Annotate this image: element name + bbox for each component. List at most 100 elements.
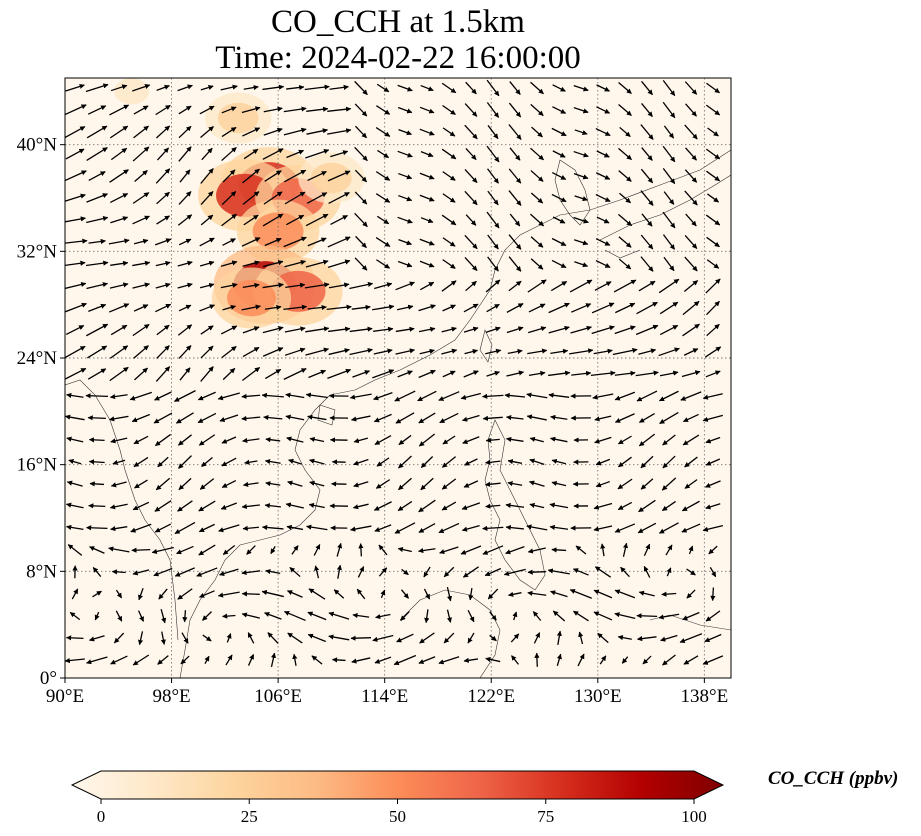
wind-arrow: [327, 236, 351, 248]
wind-arrow: [241, 612, 260, 619]
wind-arrow: [463, 303, 479, 313]
wind-arrow: [530, 147, 544, 161]
wind-arrow: [394, 522, 416, 534]
wind-arrow: [327, 106, 352, 112]
co-hotspot: [114, 78, 149, 105]
wind-arrow: [373, 413, 392, 423]
wind-arrow: [464, 168, 478, 184]
wind-arrow: [86, 525, 108, 531]
wind-arrow: [506, 326, 524, 334]
wind-arrow: [222, 613, 236, 619]
wind-arrow: [156, 84, 170, 91]
wind-arrow: [640, 190, 654, 206]
wind-arrow: [441, 478, 457, 490]
wind-arrow: [220, 282, 238, 289]
wind-arrow: [154, 500, 172, 512]
wind-arrow: [242, 282, 260, 289]
wind-arrow: [156, 324, 170, 336]
wind-arrow: [288, 458, 302, 465]
wind-arrow: [132, 282, 151, 289]
wind-arrow: [465, 81, 477, 95]
wind-arrow: [420, 456, 434, 468]
wind-arrow: [526, 524, 548, 531]
wind-arrow: [241, 591, 260, 597]
wind-arrow: [131, 413, 150, 423]
wind-arrow: [69, 611, 81, 621]
wind-arrow: [132, 192, 150, 204]
wind-arrow: [262, 213, 284, 227]
wind-arrow: [438, 522, 460, 534]
wind-arrow: [199, 590, 215, 598]
wind-arrow: [638, 499, 656, 513]
wind-arrow: [507, 459, 522, 465]
wind-arrow: [512, 611, 518, 621]
wind-arrow: [65, 83, 85, 92]
lon-tick-label: 114°E: [361, 686, 408, 707]
wind-arrow: [508, 124, 522, 140]
coastline-korea: [554, 159, 591, 226]
wind-arrow: [571, 303, 592, 313]
wind-arrow: [66, 480, 83, 487]
wind-arrow: [640, 234, 654, 250]
wind-arrow: [527, 547, 546, 554]
wind-arrow: [595, 260, 611, 268]
wind-arrow: [154, 433, 171, 447]
wind-arrow: [638, 590, 655, 597]
wind-arrow: [662, 145, 676, 163]
wind-arrow: [441, 326, 457, 333]
wind-arrow: [336, 564, 342, 579]
wind-arrow: [329, 84, 349, 90]
wind-arrow: [65, 104, 87, 116]
wind-arrow: [378, 544, 388, 556]
wind-arrow: [87, 105, 107, 115]
wind-arrow: [463, 480, 479, 488]
wind-arrow: [109, 503, 128, 510]
wind-arrow: [643, 543, 651, 557]
wind-arrow: [482, 525, 504, 531]
wind-arrow: [665, 544, 673, 556]
wind-arrow: [242, 481, 259, 488]
lon-tick-label: 130°E: [574, 686, 622, 707]
wind-arrow: [552, 610, 566, 622]
wind-arrow: [262, 148, 284, 160]
wind-arrow: [110, 147, 128, 161]
wind-arrow: [464, 124, 478, 140]
wind-arrow: [380, 589, 386, 599]
wind-arrow: [155, 168, 171, 184]
wind-arrow: [241, 503, 260, 510]
wind-arrow: [177, 214, 193, 226]
coastline-indochina: [179, 394, 331, 678]
wind-arrow: [222, 544, 236, 556]
wind-arrow: [262, 260, 284, 268]
longitude-ticks: 90°E 98°E 106°E 114°E 122°E 130°E 138°E: [46, 678, 728, 707]
wind-arrow: [550, 280, 568, 292]
wind-arrow: [154, 523, 172, 533]
wind-arrow: [112, 459, 126, 465]
wind-arrow: [264, 612, 282, 620]
wind-arrow: [446, 609, 452, 623]
wind-arrow: [177, 84, 193, 92]
wind-arrow: [108, 238, 130, 245]
wind-arrow: [683, 348, 699, 356]
wind-arrow: [286, 524, 304, 531]
wind-arrow: [217, 392, 240, 401]
wind-arrow: [395, 348, 415, 355]
wind-arrow: [684, 190, 698, 206]
wind-arrow: [133, 125, 149, 139]
wind-arrow: [314, 565, 320, 579]
wind-arrow: [418, 369, 436, 379]
wind-arrow: [244, 459, 258, 465]
wind-arrow: [569, 589, 592, 599]
wind-arrow: [241, 304, 261, 311]
wind-arrow: [486, 211, 500, 229]
wind-arrow: [174, 567, 195, 577]
wind-arrow: [530, 192, 544, 204]
wind-arrow: [704, 480, 721, 488]
wind-arrow: [204, 655, 210, 665]
wind-arrow: [178, 125, 192, 139]
wind-arrow: [531, 126, 543, 138]
wind-arrow: [153, 412, 173, 424]
wind-arrow: [357, 566, 365, 578]
wind-arrow: [131, 547, 151, 553]
wind-arrow: [86, 193, 108, 203]
